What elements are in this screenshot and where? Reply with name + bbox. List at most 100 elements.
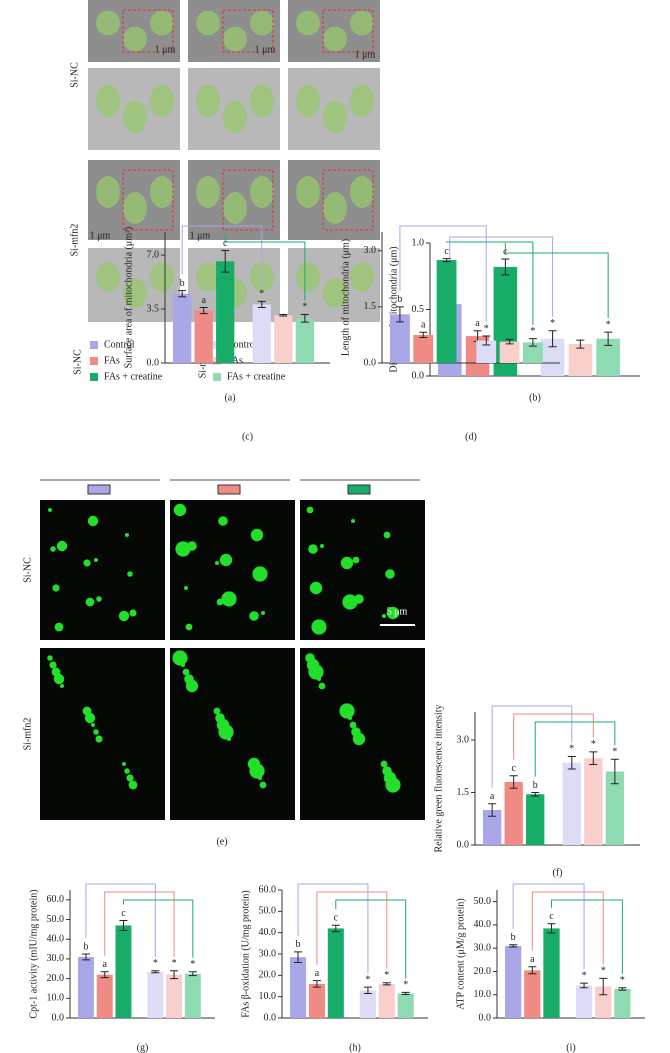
mitochondrion-overlay (296, 10, 320, 36)
lipid-droplet (50, 546, 56, 552)
legend-label: FAs + creatine (227, 371, 286, 382)
error-bar (505, 338, 514, 345)
significance-label: c (334, 912, 339, 923)
lipid-droplet (125, 533, 129, 537)
significance-label: * (530, 326, 535, 337)
significance-label: * (550, 318, 555, 329)
mitochondrion-overlay (96, 10, 120, 36)
fluorescence-image (40, 500, 165, 640)
lipid-droplet (127, 571, 133, 577)
y-tick-label: 0.0 (147, 357, 160, 368)
y-tick-label: 0.5 (412, 304, 425, 315)
y-axis-title: Surface area of mitochondria (μm²) (123, 227, 134, 369)
y-tick-label: 1.5 (457, 787, 470, 798)
row-label: Si-mfn2 (22, 718, 33, 751)
lipid-droplet (261, 611, 265, 615)
mitochondrion-overlay (223, 192, 247, 224)
lipid-droplet (185, 679, 199, 693)
lipid-droplet (96, 596, 102, 602)
error-bar (589, 751, 598, 765)
lipid-droplet (385, 777, 401, 793)
lipid-droplet (340, 556, 354, 570)
lipid-droplet (95, 735, 103, 743)
y-tick-label: 3.5 (147, 303, 160, 314)
zoom-box (222, 9, 274, 53)
bar (476, 340, 497, 363)
mitochondrion-overlay (123, 100, 147, 134)
y-tick-label: 30.0 (259, 948, 277, 959)
mitochondrion-overlay (123, 26, 147, 52)
bar (308, 983, 325, 1018)
bar (390, 314, 410, 363)
mitochondrion-overlay (123, 192, 147, 224)
bar (78, 956, 94, 1018)
comparison-bracket (512, 883, 585, 970)
zoom-box (322, 169, 374, 231)
error-bar (294, 951, 303, 964)
lipid-droplet (126, 774, 134, 782)
lipid-droplet (128, 780, 138, 790)
lipid-droplet (185, 623, 193, 631)
error-bar (300, 313, 309, 323)
y-tick-label: 40.0 (474, 919, 492, 930)
lipid-droplet (354, 594, 364, 604)
mitochondrion-overlay (196, 10, 220, 36)
legend-swatch (90, 373, 98, 381)
y-tick-label: 20.0 (47, 973, 65, 984)
lipid-droplet (118, 610, 130, 622)
y-axis-title: Relative green fluorescence intensity (433, 705, 444, 853)
lipid-droplet (259, 781, 267, 789)
significance-label: * (365, 974, 370, 985)
comparison-bracket (504, 242, 609, 319)
lipid-droplet (213, 707, 221, 715)
significance-label: * (153, 958, 158, 969)
significance-label: b (83, 941, 88, 952)
error-bar (331, 924, 340, 933)
mitochondrion-overlay (250, 84, 274, 118)
lipid-droplet (87, 515, 99, 527)
error-bar (567, 755, 576, 770)
panel-label: (a) (224, 392, 235, 403)
error-bar (382, 982, 391, 986)
y-tick-label: 50.0 (47, 914, 65, 925)
mitochondrion-overlay (150, 176, 174, 208)
significance-label: * (606, 319, 611, 330)
row-label: Si-NC (22, 557, 33, 583)
bar (505, 945, 522, 1018)
y-tick-label: 0.0 (264, 1012, 277, 1023)
bar (216, 261, 235, 363)
lipid-droplet (351, 519, 355, 523)
significance-label: a (315, 968, 320, 979)
significance-label: b (296, 939, 301, 950)
mitochondrion-overlay (250, 176, 274, 208)
mitochondrion-overlay (323, 100, 347, 134)
bar (595, 986, 612, 1018)
y-tick-label: 10.0 (474, 989, 492, 1000)
lipid-droplet (317, 677, 321, 681)
group-swatch (347, 484, 371, 495)
significance-label: * (190, 959, 195, 970)
error-bar (482, 335, 491, 346)
lipid-droplet (215, 561, 219, 565)
legend-swatch (213, 373, 221, 381)
significance-label: * (582, 970, 587, 981)
comparison-bracket (531, 891, 604, 965)
comparison-bracket (513, 713, 594, 760)
panel-label: (b) (529, 392, 541, 403)
significance-label: c (223, 238, 228, 249)
significance-label: * (259, 289, 264, 300)
y-tick-label: 0.0 (52, 1012, 65, 1023)
scale-bar-label: 1 μm (155, 44, 176, 55)
error-bar (509, 775, 518, 789)
row-label: Si-mfn2 (69, 224, 80, 257)
significance-label: a (475, 318, 480, 329)
lipid-droplet (47, 655, 53, 661)
lipid-droplet (56, 540, 68, 552)
bar (184, 973, 201, 1018)
significance-label: * (620, 975, 625, 986)
lipid-droplet (129, 609, 137, 617)
error-bar (547, 923, 556, 934)
zoom-box (322, 9, 374, 53)
bar (543, 928, 560, 1018)
lipid-droplet (53, 673, 65, 685)
